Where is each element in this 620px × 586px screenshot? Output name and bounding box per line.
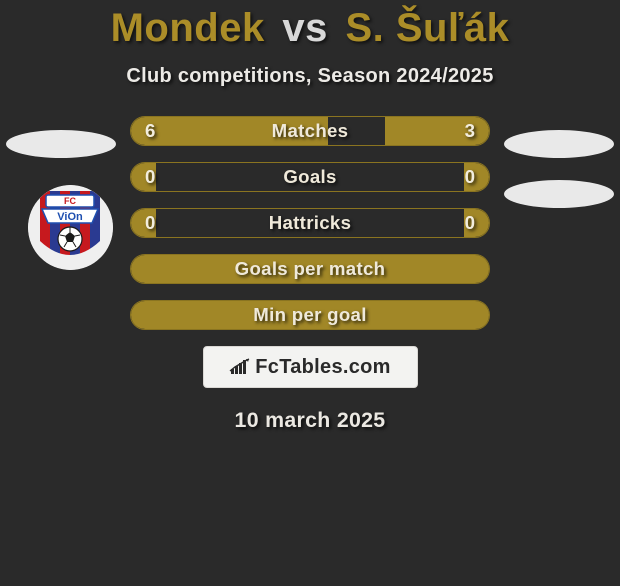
player1-photo-placeholder-1 xyxy=(6,130,116,158)
stat-bar-value-left: 0 xyxy=(145,163,155,191)
stat-bar-label: Matches xyxy=(131,117,489,145)
source-badge: FcTables.com xyxy=(203,346,418,388)
competition-subtitle: Club competitions, Season 2024/2025 xyxy=(0,65,620,88)
player2-photo-placeholder-2 xyxy=(504,180,614,208)
bar-chart-icon xyxy=(229,358,251,376)
source-brand-text: FcTables.com xyxy=(255,356,391,379)
player1-club-badge: FC ViOn xyxy=(28,185,113,270)
stat-bar-value-right: 3 xyxy=(465,117,475,145)
stat-bar-value-right: 0 xyxy=(465,163,475,191)
stat-bar-value-left: 0 xyxy=(145,209,155,237)
stats-bars: Matches63Goals00Hattricks00Goals per mat… xyxy=(130,116,490,330)
club-badge-text: ViOn xyxy=(57,211,83,223)
stat-bar-matches: Matches6 3 xyxy=(130,116,490,146)
stat-bar-label: Goals per match xyxy=(131,255,489,283)
stat-bar-label: Hattricks xyxy=(131,209,489,237)
player2-name: S. Šuľák xyxy=(345,6,509,50)
player1-name: Mondek xyxy=(111,6,265,50)
stat-bar-hattricks: Hattricks0 0 xyxy=(130,208,490,238)
stat-bar-label: Goals xyxy=(131,163,489,191)
stat-bar-gpm: Goals per match xyxy=(130,254,490,284)
stat-bar-goals: Goals0 0 xyxy=(130,162,490,192)
stat-bar-label: Min per goal xyxy=(131,301,489,329)
comparison-title: Mondek vs S. Šuľák xyxy=(0,6,620,51)
stat-bar-value-left: 6 xyxy=(145,117,155,145)
stat-bar-mpg: Min per goal xyxy=(130,300,490,330)
snapshot-date: 10 march 2025 xyxy=(0,408,620,433)
svg-text:FC: FC xyxy=(64,196,76,206)
vs-label: vs xyxy=(282,6,328,50)
player2-photo-placeholder-1 xyxy=(504,130,614,158)
stat-bar-value-right: 0 xyxy=(465,209,475,237)
